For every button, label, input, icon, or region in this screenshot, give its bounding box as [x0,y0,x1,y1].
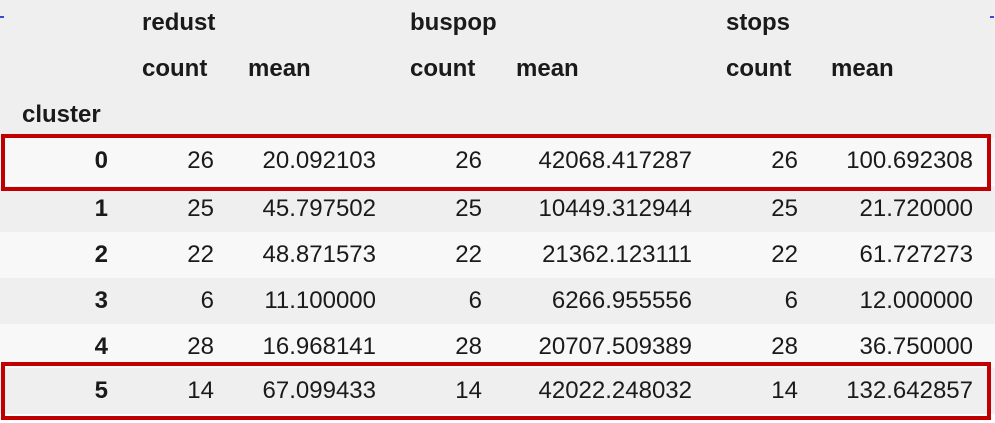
cell-stops-mean: 132.642857 [846,377,973,404]
edge-mark-right [990,16,994,18]
group-header-redust: redust [142,9,216,36]
cell-redust-count: 26 [187,147,214,174]
subheader-redust-count: count [142,55,208,82]
subheader-redust-mean: mean [248,55,311,82]
cell-redust-count: 14 [187,377,214,404]
cell-redust-mean: 67.099433 [262,377,376,404]
table-row: 1 25 45.797502 25 10449.312944 25 21.720… [0,186,995,232]
index-name-cluster: cluster [22,101,101,128]
row-index: 1 [94,195,108,222]
cell-buspop-count: 22 [455,241,482,268]
row-index: 4 [94,333,108,360]
cell-stops-count: 26 [771,147,798,174]
edge-mark-left [0,16,4,18]
cell-redust-mean: 20.092103 [262,147,376,174]
cell-buspop-mean: 42068.417287 [538,147,693,174]
row-index: 2 [94,241,108,268]
row-index: 3 [94,287,108,314]
cell-stops-mean: 61.727273 [859,241,973,268]
table-row: 5 14 67.099433 14 42022.248032 14 132.64… [0,368,995,414]
header-row-index: cluster [0,92,995,138]
subheader-buspop-count: count [410,55,476,82]
cell-stops-count: 28 [771,333,798,360]
cell-stops-mean: 100.692308 [846,147,973,174]
table-row: 4 28 16.968141 28 20707.509389 28 36.750… [0,324,995,370]
cell-redust-count: 6 [200,287,214,314]
cell-redust-mean: 16.968141 [262,333,376,360]
cell-buspop-mean: 10449.312944 [538,195,693,222]
cell-stops-count: 14 [771,377,798,404]
cell-buspop-count: 26 [455,147,482,174]
header-row-subcolumns: count mean count mean count mean [0,46,995,92]
cell-redust-mean: 11.100000 [264,287,376,314]
cell-buspop-count: 25 [455,195,482,222]
cell-redust-count: 22 [187,241,214,268]
cell-buspop-count: 28 [455,333,482,360]
cell-buspop-mean: 42022.248032 [538,377,693,404]
cell-buspop-mean: 6266.955556 [551,287,692,314]
cell-redust-count: 28 [187,333,214,360]
row-index: 0 [94,147,108,174]
group-header-buspop: buspop [410,9,497,36]
cell-stops-count: 22 [771,241,798,268]
row-index: 5 [94,377,108,404]
cell-redust-mean: 45.797502 [262,195,376,222]
cell-redust-mean: 48.871573 [262,241,376,268]
cell-stops-mean: 21.720000 [859,195,973,222]
subheader-buspop-mean: mean [516,55,579,82]
table-row: 2 22 48.871573 22 21362.123111 22 61.727… [0,232,995,278]
cell-buspop-mean: 20707.509389 [538,333,693,360]
cell-stops-count: 6 [784,287,798,314]
group-header-stops: stops [726,9,791,36]
cell-buspop-count: 14 [455,377,482,404]
cell-redust-count: 25 [187,195,214,222]
table-row: 0 26 20.092103 26 42068.417287 26 100.69… [0,138,995,184]
cell-stops-mean: 36.750000 [859,333,973,360]
cell-buspop-count: 6 [468,287,482,314]
subheader-stops-mean: mean [831,55,894,82]
cell-stops-mean: 12.000000 [859,287,973,314]
table-row: 3 6 11.100000 6 6266.955556 6 12.000000 [0,278,995,324]
header-row-groups: redust buspop stops [0,0,995,46]
subheader-stops-count: count [726,55,792,82]
cell-stops-count: 25 [771,195,798,222]
cell-buspop-mean: 21362.123111 [542,241,692,268]
